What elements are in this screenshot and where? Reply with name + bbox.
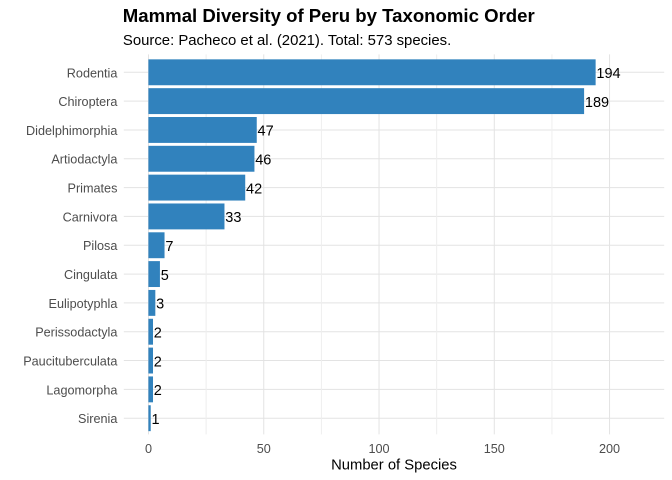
svg-text:1: 1 <box>152 412 160 428</box>
svg-text:2: 2 <box>154 383 162 399</box>
svg-text:47: 47 <box>258 124 274 140</box>
svg-text:150: 150 <box>484 442 505 456</box>
svg-text:Mammal Diversity of Peru by Ta: Mammal Diversity of Peru by Taxonomic Or… <box>123 5 535 26</box>
svg-text:Number of Species: Number of Species <box>331 458 457 474</box>
svg-text:Source: Pacheco et al. (2021).: Source: Pacheco et al. (2021). Total: 57… <box>123 33 451 49</box>
svg-text:194: 194 <box>596 66 620 82</box>
svg-text:7: 7 <box>165 239 173 255</box>
svg-text:Chiroptera: Chiroptera <box>58 95 118 109</box>
svg-text:100: 100 <box>368 442 389 456</box>
svg-text:3: 3 <box>156 297 164 313</box>
svg-text:46: 46 <box>255 153 271 169</box>
svg-text:200: 200 <box>599 442 620 456</box>
svg-text:Pilosa: Pilosa <box>83 239 118 253</box>
svg-text:Perissodactyla: Perissodactyla <box>35 326 118 340</box>
svg-text:Lagomorpha: Lagomorpha <box>46 383 118 397</box>
svg-text:Cingulata: Cingulata <box>64 268 118 282</box>
svg-text:Rodentia: Rodentia <box>67 66 119 80</box>
svg-text:Didelphimorphia: Didelphimorphia <box>26 124 118 138</box>
svg-text:50: 50 <box>257 442 271 456</box>
svg-text:Paucituberculata: Paucituberculata <box>23 355 118 369</box>
svg-text:2: 2 <box>154 354 162 370</box>
svg-text:42: 42 <box>246 181 262 197</box>
svg-text:Primates: Primates <box>68 182 118 196</box>
svg-text:189: 189 <box>585 95 609 111</box>
svg-text:Eulipotyphla: Eulipotyphla <box>49 297 119 311</box>
svg-text:2: 2 <box>154 325 162 341</box>
svg-text:0: 0 <box>145 442 152 456</box>
svg-text:Carnivora: Carnivora <box>63 210 119 224</box>
svg-text:33: 33 <box>225 210 241 226</box>
svg-text:Sirenia: Sirenia <box>78 412 118 426</box>
svg-text:Artiodactyla: Artiodactyla <box>51 153 118 167</box>
svg-text:5: 5 <box>161 268 169 284</box>
